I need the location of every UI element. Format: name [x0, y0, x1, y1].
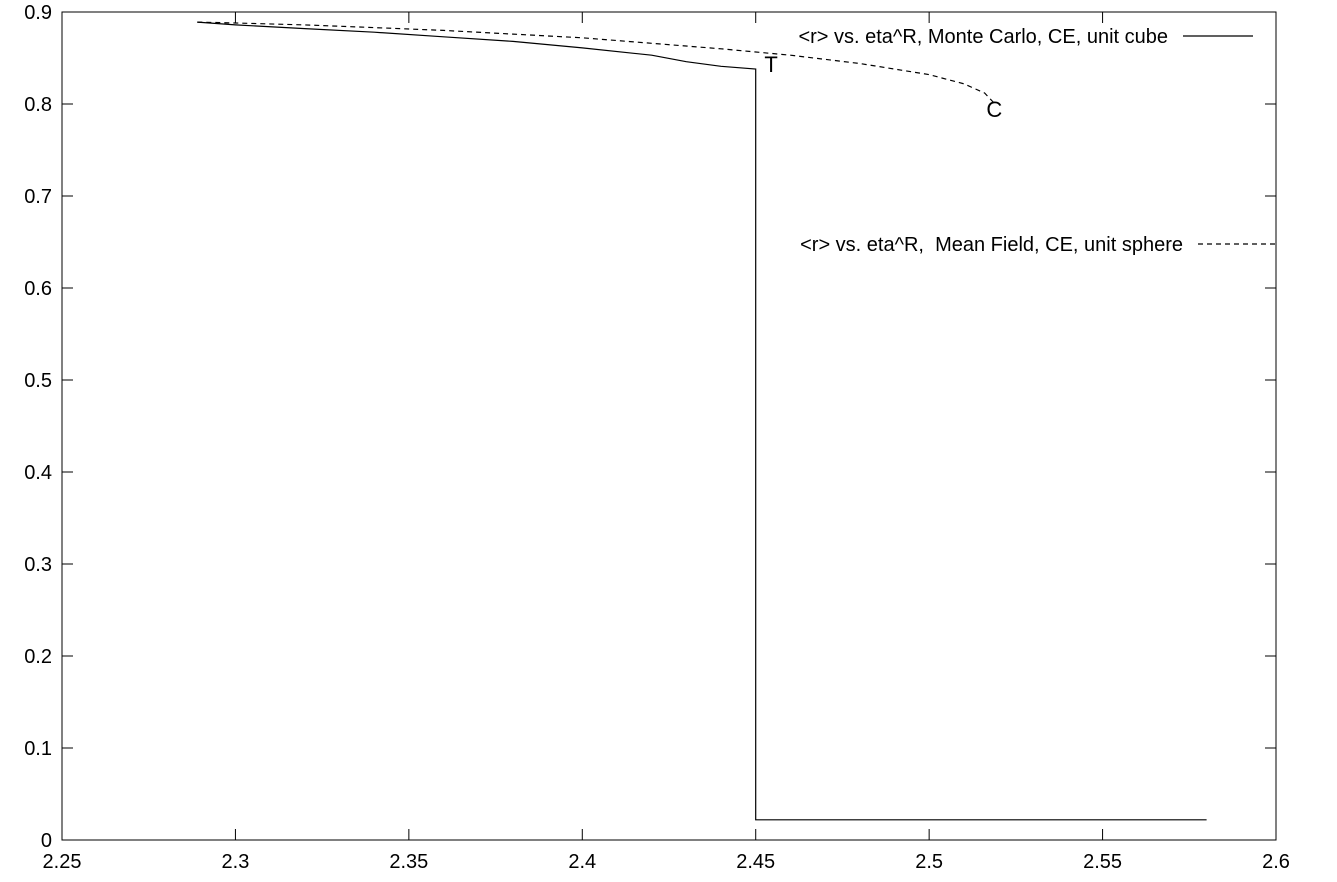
series-line-1	[197, 21, 1207, 821]
legend-label-1: <r> vs. eta^R, Monte Carlo, CE, unit cub…	[798, 26, 1168, 48]
x-tick-label: 2.5	[915, 851, 943, 873]
y-tick-label: 0.4	[24, 462, 52, 484]
series-lines	[197, 21, 1207, 821]
x-tick-label: 2.3	[222, 851, 250, 873]
chart-annotations: TC	[764, 52, 1002, 122]
y-tick-label: 0.6	[24, 278, 52, 300]
plot-frame	[61, 11, 1277, 841]
y-tick-label: 0.3	[24, 554, 52, 576]
annotation-t: T	[764, 52, 777, 77]
legend: <r> vs. eta^R, Monte Carlo, CE, unit cub…	[798, 26, 1276, 256]
x-tick-label: 2.4	[568, 851, 596, 873]
y-tick-label: 0.9	[24, 2, 52, 24]
legend-label-2: <r> vs. eta^R, Mean Field, CE, unit sphe…	[800, 234, 1183, 256]
y-tick-label: 0.2	[24, 646, 52, 668]
axis-ticks	[61, 11, 1277, 841]
x-tick-label: 2.25	[43, 851, 82, 873]
y-tick-label: 0.7	[24, 186, 52, 208]
y-tick-label: 0.5	[24, 370, 52, 392]
x-tick-label: 2.6	[1262, 851, 1290, 873]
y-tick-label: 0	[41, 830, 52, 852]
y-tick-label: 0.8	[24, 94, 52, 116]
series-line-2	[197, 21, 996, 105]
y-tick-label: 0.1	[24, 738, 52, 760]
x-tick-label: 2.45	[736, 851, 775, 873]
x-tick-label: 2.35	[389, 851, 428, 873]
x-tick-label: 2.55	[1083, 851, 1122, 873]
axis-tick-labels: 2.25 2.3 2.35 2.4 2.45 2.5 2.55 2.6 0 0.1 0.2 0.3 0.…	[24, 2, 1290, 873]
annotation-c: C	[986, 97, 1002, 122]
